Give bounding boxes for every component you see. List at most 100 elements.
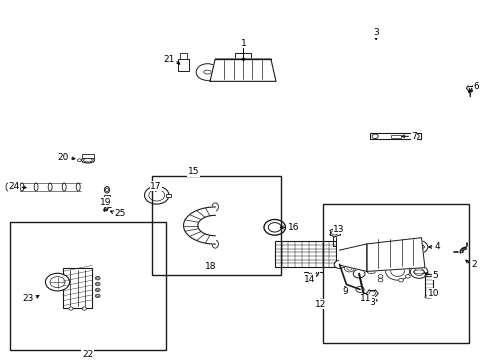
Circle shape [144, 186, 168, 204]
Bar [152, 176, 281, 275]
Circle shape [355, 287, 364, 292]
Text: 4: 4 [434, 242, 439, 251]
Bar [180, 53, 187, 59]
Ellipse shape [48, 183, 52, 191]
Ellipse shape [34, 183, 38, 191]
Circle shape [82, 307, 86, 310]
Circle shape [148, 189, 164, 201]
Circle shape [346, 266, 351, 270]
Ellipse shape [62, 183, 66, 191]
Circle shape [398, 278, 403, 282]
Bar [322, 204, 468, 343]
Ellipse shape [424, 274, 432, 277]
Text: 23: 23 [22, 294, 34, 303]
Ellipse shape [81, 157, 94, 163]
Circle shape [413, 243, 423, 251]
Circle shape [96, 295, 99, 297]
Polygon shape [366, 238, 424, 271]
Circle shape [409, 266, 427, 278]
Circle shape [371, 134, 378, 139]
Text: 14: 14 [304, 275, 315, 284]
Circle shape [96, 289, 99, 291]
Circle shape [390, 266, 404, 276]
Ellipse shape [212, 203, 218, 211]
Text: 5: 5 [431, 271, 437, 280]
Circle shape [69, 307, 73, 310]
Text: 7: 7 [410, 132, 416, 141]
Circle shape [344, 256, 348, 260]
Polygon shape [210, 59, 275, 81]
Bar [104, 195, 109, 199]
Ellipse shape [104, 186, 109, 193]
Text: 19: 19 [100, 198, 112, 207]
Circle shape [385, 263, 409, 280]
Text: 2: 2 [470, 260, 476, 269]
Circle shape [377, 278, 382, 282]
Circle shape [45, 273, 69, 291]
Circle shape [268, 222, 281, 232]
Circle shape [333, 260, 345, 269]
Circle shape [344, 265, 353, 272]
Text: 17: 17 [150, 182, 161, 191]
Circle shape [341, 254, 351, 261]
Circle shape [366, 258, 375, 265]
Text: 15: 15 [187, 167, 199, 176]
Text: 9: 9 [342, 287, 347, 296]
Text: 6: 6 [473, 82, 478, 91]
Ellipse shape [6, 183, 10, 191]
Circle shape [405, 275, 409, 278]
Circle shape [96, 277, 99, 279]
Text: 22: 22 [81, 350, 93, 359]
Circle shape [264, 220, 285, 235]
Bar [274, 241, 335, 267]
Text: 24: 24 [8, 183, 19, 192]
Circle shape [196, 64, 219, 80]
Text: 20: 20 [58, 153, 69, 162]
Text: 25: 25 [115, 208, 126, 217]
Ellipse shape [424, 296, 432, 298]
Bar [177, 59, 189, 71]
Bar [166, 194, 171, 197]
Circle shape [377, 275, 382, 278]
Circle shape [77, 159, 81, 162]
Circle shape [341, 249, 365, 266]
Circle shape [95, 294, 100, 298]
Circle shape [95, 276, 100, 280]
Text: 1: 1 [240, 39, 246, 48]
Circle shape [95, 282, 100, 286]
Circle shape [95, 288, 100, 292]
Ellipse shape [83, 158, 92, 162]
Circle shape [352, 269, 364, 278]
Text: 16: 16 [288, 223, 299, 232]
Text: 11: 11 [359, 294, 370, 303]
Circle shape [346, 253, 359, 263]
Bar [390, 135, 400, 138]
Circle shape [331, 230, 337, 235]
Ellipse shape [212, 240, 218, 248]
Bar [235, 53, 250, 60]
Bar [81, 154, 94, 158]
Text: 10: 10 [427, 289, 439, 298]
Text: 13: 13 [333, 225, 344, 234]
Ellipse shape [105, 188, 108, 192]
Polygon shape [183, 207, 215, 244]
Bar [369, 133, 420, 139]
Circle shape [366, 266, 375, 274]
Text: 8: 8 [368, 298, 374, 307]
Circle shape [368, 268, 373, 272]
Circle shape [413, 269, 423, 275]
Bar [10, 222, 166, 350]
Bar [424, 275, 432, 297]
Ellipse shape [76, 183, 80, 191]
Circle shape [412, 134, 418, 139]
Circle shape [368, 291, 375, 296]
Ellipse shape [20, 183, 24, 191]
Circle shape [409, 240, 427, 253]
Circle shape [50, 276, 65, 288]
Text: 18: 18 [204, 262, 216, 271]
Text: 12: 12 [315, 300, 326, 309]
Text: 21: 21 [163, 55, 174, 64]
Bar [63, 268, 92, 307]
Text: 3: 3 [372, 28, 378, 37]
Polygon shape [339, 244, 366, 271]
